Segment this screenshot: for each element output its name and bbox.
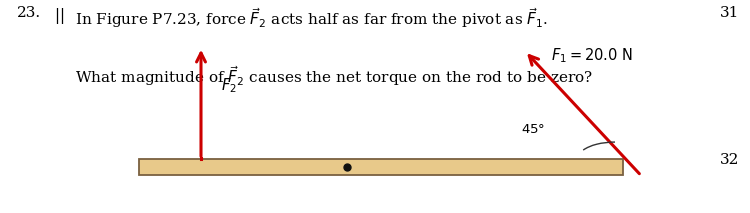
Text: $\vert\vert$: $\vert\vert$ [54, 6, 64, 26]
Text: 31: 31 [720, 6, 740, 20]
FancyBboxPatch shape [139, 159, 622, 175]
Text: $45°$: $45°$ [521, 123, 545, 137]
Text: 23.: 23. [16, 6, 40, 20]
Text: In Figure P7.23, force $\vec{F}_2$ acts half as far from the pivot as $\vec{F}_1: In Figure P7.23, force $\vec{F}_2$ acts … [75, 6, 548, 30]
Text: $F_1 = 20.0\ \mathrm{N}$: $F_1 = 20.0\ \mathrm{N}$ [551, 46, 633, 65]
Text: What magnitude of $\vec{F}_2$ causes the net torque on the rod to be zero?: What magnitude of $\vec{F}_2$ causes the… [75, 64, 593, 88]
Text: $F_2$: $F_2$ [221, 76, 237, 95]
Text: 32: 32 [720, 153, 740, 167]
